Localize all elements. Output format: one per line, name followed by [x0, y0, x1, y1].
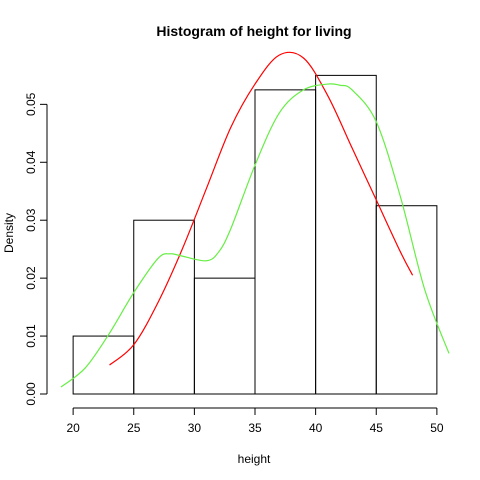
x-tick-label: 25: [127, 421, 141, 435]
y-tick-label: 0.04: [24, 150, 38, 174]
x-tick-label: 50: [430, 421, 444, 435]
chart-title: Histogram of height for living: [156, 23, 351, 39]
green-density-curve: [60, 83, 450, 388]
histogram-bars: [72, 74, 438, 395]
histogram-bar-2: [133, 219, 195, 395]
y-tick-label: 0.02: [24, 266, 38, 290]
histogram-bar-5: [315, 74, 377, 395]
histogram-bar-4: [254, 89, 317, 395]
density-curves: [60, 51, 450, 388]
x-tick-label: 40: [309, 421, 323, 435]
red-density-curve: [109, 51, 414, 366]
x-tick-label: 30: [188, 421, 202, 435]
x-tick-label: 35: [248, 421, 262, 435]
x-tick-label: 45: [370, 421, 384, 435]
y-tick-label: 0.00: [24, 382, 38, 406]
histogram-bar-6: [375, 205, 438, 395]
histogram-bar-1: [72, 335, 135, 395]
x-tick-label: 20: [66, 421, 80, 435]
y-axis: 0.00 0.01 0.02 0.03 0.04 0.05: [24, 92, 48, 406]
x-axis-label: height: [238, 452, 271, 466]
x-axis: 20 25 30 35 40 45 50: [66, 407, 444, 435]
y-tick-label: 0.03: [24, 208, 38, 232]
y-axis-label: Density: [2, 213, 16, 253]
y-tick-label: 0.05: [24, 92, 38, 116]
histogram-bar-3: [193, 277, 256, 395]
y-tick-label: 0.01: [24, 324, 38, 348]
